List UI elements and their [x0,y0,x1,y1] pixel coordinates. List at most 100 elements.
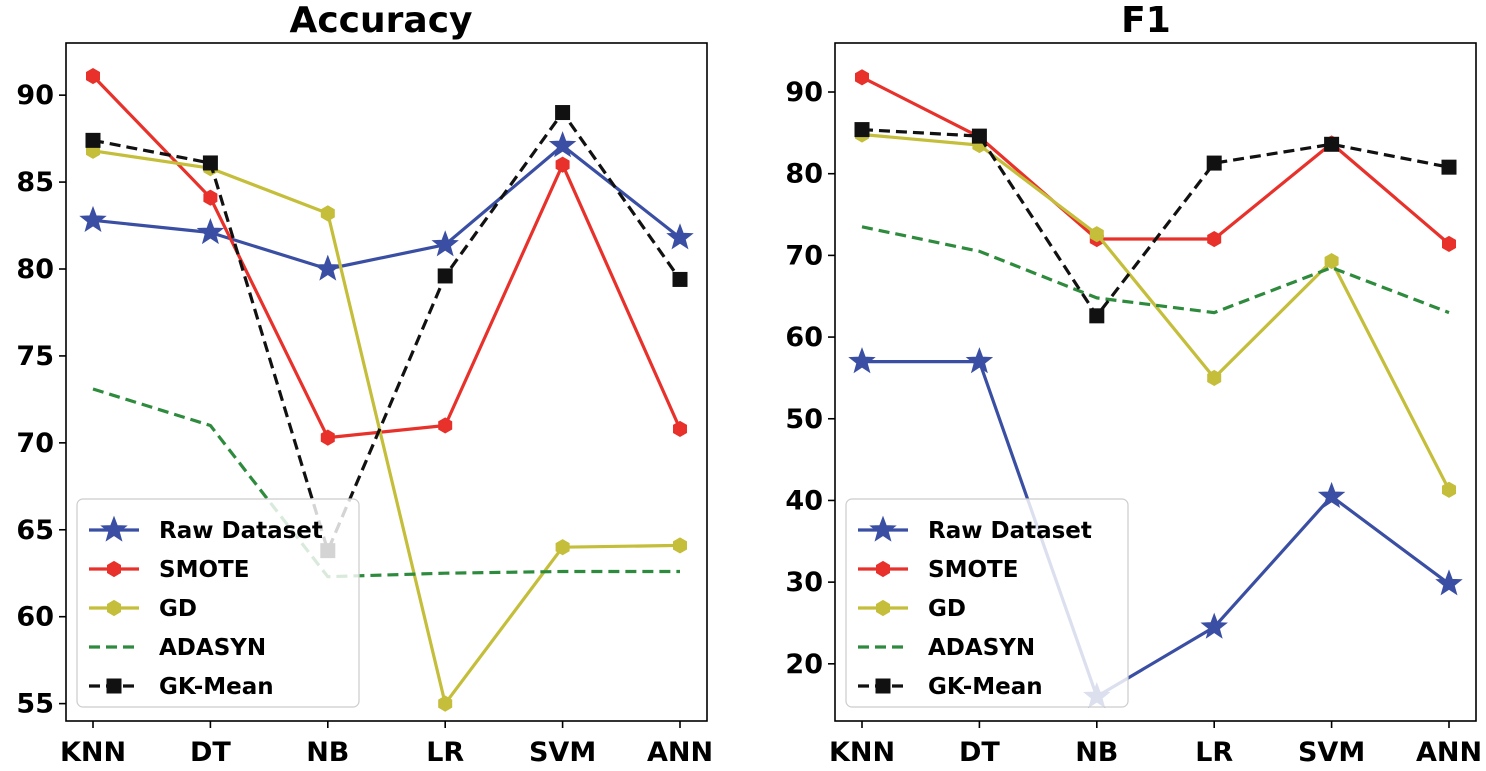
accuracy-data-point-smote [555,156,570,173]
accuracy-data-point-smote [673,420,687,438]
f1-series-gd [855,126,1456,498]
accuracy-chart: Accuracy 55 60 65 70 75 80 85 90 KNN DT NB LR SVM ANN R… [16,0,713,768]
f1-x-tick-label: NB [1075,737,1118,768]
f1-data-point-smote [1207,230,1222,248]
accuracy-chart-title: Accuracy [289,0,472,41]
accuracy-data-point-gk-mean [672,271,688,287]
accuracy-data-point-raw-dataset [548,131,577,158]
f1-series-line-gk-mean [861,128,1450,318]
accuracy-data-point-smote [320,429,335,446]
accuracy-legend-marker-raw-dataset [100,515,128,542]
f1-legend-label-smote: SMOTE [928,557,1018,583]
accuracy-data-point-gd [438,695,453,712]
accuracy-series-line-adasyn [92,387,680,579]
f1-legend-label-gk-mean: GK-Mean [928,674,1043,700]
accuracy-y-tick-label: 90 [16,80,54,111]
f1-y-tick-label: 30 [785,567,823,598]
accuracy-series-line-smote [91,74,682,440]
accuracy-x-tick-label: KNN [60,737,126,768]
f1-data-point-gk-mean [854,122,870,138]
f1-axes-frame [834,42,1477,722]
accuracy-x-tick-label: DT [190,737,231,768]
accuracy-legend-label-smote: SMOTE [159,557,249,583]
f1-y-tick-label: 50 [785,404,823,435]
accuracy-legend-label-gk-mean: GK-Mean [159,674,274,700]
accuracy-y-tick-label: 80 [16,254,54,285]
accuracy-series-raw-dataset [79,131,694,281]
f1-data-point-raw-dataset [1200,612,1228,639]
f1-series-adasyn [861,225,1450,315]
accuracy-data-point-smote [203,189,218,206]
accuracy-legend-marker-gd [107,599,121,617]
f1-data-point-gk-mean [1206,155,1222,171]
accuracy-data-point-gk-mean [437,268,453,284]
accuracy-x-tick-label: SVM [529,737,596,768]
f1-data-point-smote [855,69,869,86]
f1-data-point-gd [1442,481,1456,498]
f1-legend-label-gd: GD [928,596,966,622]
f1-y-tick-label: 60 [785,322,823,353]
accuracy-y-tick-label: 75 [16,341,54,372]
accuracy-data-point-gd [320,205,335,222]
f1-legend-marker-gk-mean [875,678,891,694]
accuracy-legend-label-adasyn: ADASYN [159,635,266,661]
accuracy-data-point-gk-mean [555,105,571,121]
accuracy-data-point-raw-dataset [666,223,694,250]
f1-data-point-smote [1442,235,1456,253]
accuracy-x-tick-label: NB [306,737,349,768]
f1-legend-marker-smote [876,560,890,578]
accuracy-y-tick-label: 55 [16,689,54,720]
accuracy-series-adasyn [92,387,680,579]
accuracy-series-line-gd [92,149,681,706]
f1-series-line-raw-dataset [862,360,1450,699]
accuracy-data-point-raw-dataset [431,230,459,257]
f1-legend-marker-gd [876,599,890,617]
accuracy-series-line-gk-mean [92,110,682,553]
f1-legend-marker-raw-dataset [869,515,897,542]
f1-x-tick-label: KNN [829,737,895,768]
f1-series-gk-mean [854,122,1457,324]
accuracy-legend-label-gd: GD [159,596,197,622]
f1-legend: Raw Dataset SMOTE GD ADASYN GK-Mean [845,498,1129,708]
f1-x-tick-label: SVM [1298,737,1365,768]
f1-data-point-gk-mean [1441,159,1457,175]
f1-y-tick-label: 40 [785,485,823,516]
f1-legend-label-adasyn: ADASYN [928,635,1035,661]
f1-x-tick-label: DT [959,737,1000,768]
accuracy-y-tick-label: 65 [16,515,54,546]
accuracy-data-point-smote [438,417,453,434]
f1-data-point-gk-mean [1324,136,1340,152]
f1-y-tick-label: 70 [785,240,823,271]
f1-data-point-raw-dataset [1435,569,1463,596]
f1-chart-title: F1 [1121,0,1171,41]
f1-x-tick-label: LR [1195,737,1233,768]
accuracy-legend-marker-smote [107,560,121,578]
accuracy-series-line-raw-dataset [92,144,681,271]
accuracy-data-point-gk-mean [202,155,218,171]
accuracy-legend-label-raw-dataset: Raw Dataset [159,518,323,544]
accuracy-data-point-smote [86,67,100,85]
f1-series-line-adasyn [861,225,1450,315]
f1-series-smote [855,69,1456,253]
f1-y-tick-label: 90 [785,77,823,108]
accuracy-series-smote [86,67,687,446]
accuracy-data-point-raw-dataset [79,205,107,232]
f1-y-tick-label: 20 [785,649,823,680]
f1-data-point-raw-dataset [1317,481,1346,509]
accuracy-x-tick-label: LR [426,737,464,768]
accuracy-y-tick-label: 70 [16,428,54,459]
f1-series-line-gd [861,132,1451,491]
accuracy-y-tick-label: 60 [16,602,54,633]
accuracy-legend: Raw Dataset SMOTE GD ADASYN GK-Mean [76,498,360,708]
f1-data-point-gd [1324,253,1339,270]
accuracy-x-tick-label: ANN [647,737,713,768]
accuracy-data-point-gd [555,539,570,556]
f1-data-point-gd [1207,369,1222,386]
f1-data-point-gk-mean [1089,308,1105,324]
accuracy-legend-box [76,498,360,708]
accuracy-legend-marker-gk-mean [106,678,122,694]
f1-x-tick-label: ANN [1416,737,1482,768]
f1-series-line-smote [861,75,1451,246]
accuracy-data-point-gd [673,537,687,554]
accuracy-y-tick-label: 85 [16,167,54,198]
